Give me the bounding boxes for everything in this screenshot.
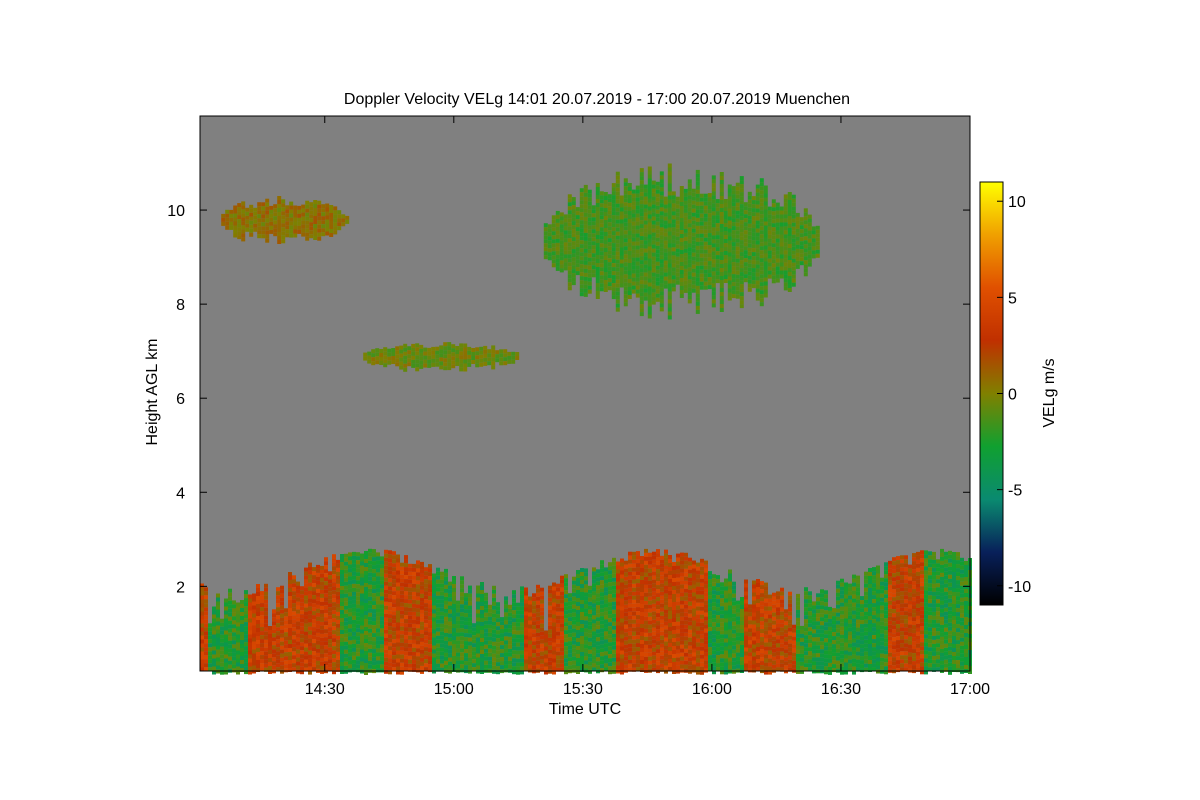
y-axis-ticks: 2 4 6 8 10 [167,203,970,596]
plot-frame [199,115,971,672]
velocity-regions [200,163,972,675]
y-tick-label: 6 [176,391,185,408]
region-boundary-layer [200,548,972,675]
y-tick-label: 4 [176,485,185,502]
x-axis-ticks: 14:30 15:00 15:30 16:00 16:30 17:00 [305,116,990,698]
colorbar-tick-label: -5 [1008,483,1022,500]
region-upper-cloud-west [221,196,350,244]
colorbar-tick-label: -10 [1008,579,1031,596]
colorbar-tick-label: 0 [1008,387,1017,404]
colorbar: 10 5 0 -5 -10 [979,181,1031,606]
x-tick-label: 17:00 [950,681,990,698]
y-tick-label: 8 [176,297,185,314]
plot-area [199,115,972,675]
colorbar-ticks: 10 5 0 -5 -10 [997,194,1031,596]
x-tick-label: 14:30 [305,681,345,698]
colorbar-tick-label: 10 [1008,194,1026,211]
y-tick-label: 2 [176,579,185,596]
y-axis-label: Height AGL km [144,338,161,445]
colorbar-tick-label: 5 [1008,290,1017,307]
chart-title: Doppler Velocity VELg 14:01 20.07.2019 -… [344,91,850,108]
colorbar-label: VELg m/s [1041,358,1058,427]
x-tick-label: 16:30 [821,681,861,698]
x-tick-label: 15:00 [434,681,474,698]
region-upper-cloud-east [543,163,820,320]
x-tick-label: 16:00 [692,681,732,698]
x-axis-label: Time UTC [549,701,621,718]
x-tick-label: 15:30 [563,681,603,698]
region-mid-cloud-layer [363,342,520,372]
y-tick-label: 10 [167,203,185,220]
